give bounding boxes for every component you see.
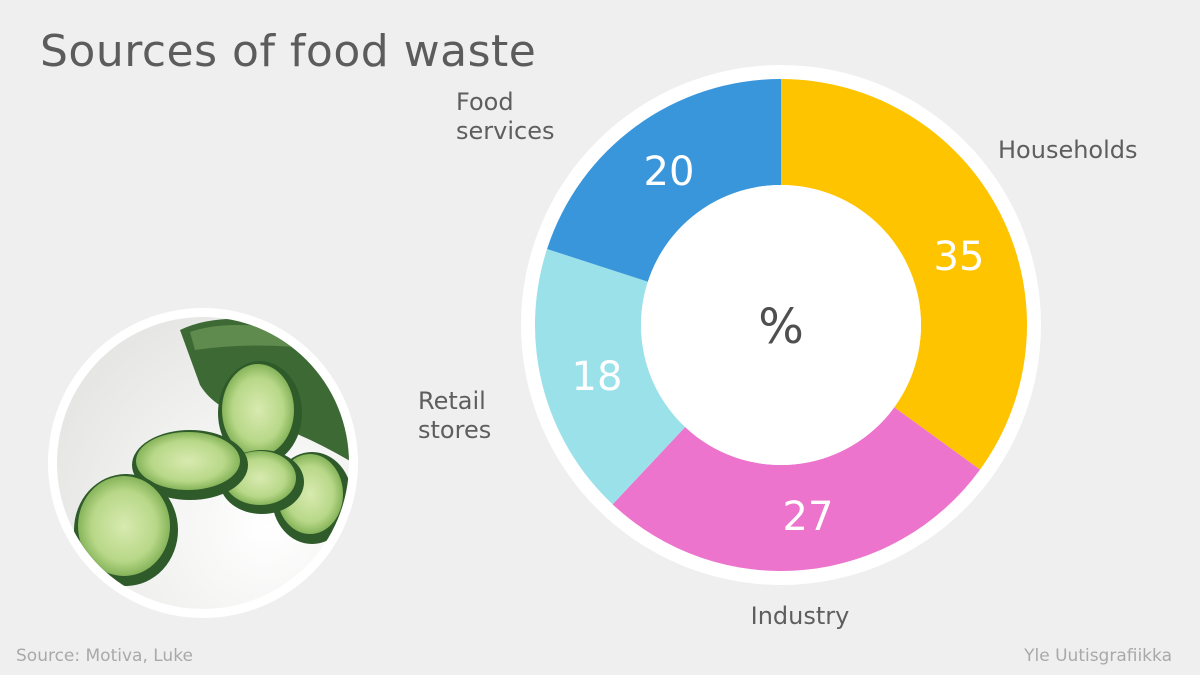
category-label-industry: Industry bbox=[751, 602, 850, 630]
donut-hole bbox=[641, 185, 921, 465]
category-label-households: Households bbox=[998, 136, 1138, 164]
center-label: % bbox=[758, 299, 804, 355]
credit-note: Yle Uutisgrafiikka bbox=[1024, 646, 1172, 666]
slice-food-services bbox=[547, 79, 781, 282]
page-title: Sources of food waste bbox=[40, 26, 537, 77]
cucumber-slices bbox=[74, 361, 349, 586]
slice-industry bbox=[612, 407, 981, 571]
category-label-food-services: Food services bbox=[456, 88, 554, 145]
value-label-households: 35 bbox=[934, 234, 985, 280]
slice-retail-stores bbox=[535, 248, 686, 505]
value-label-retail-stores: 18 bbox=[572, 354, 623, 400]
sliced-cucumber-icon bbox=[57, 317, 349, 609]
source-note: Source: Motiva, Luke bbox=[16, 646, 193, 666]
slice-households bbox=[781, 79, 1027, 470]
value-label-food-services: 20 bbox=[644, 149, 695, 195]
category-label-retail-stores: Retail stores bbox=[418, 387, 491, 444]
value-label-industry: 27 bbox=[783, 494, 834, 540]
